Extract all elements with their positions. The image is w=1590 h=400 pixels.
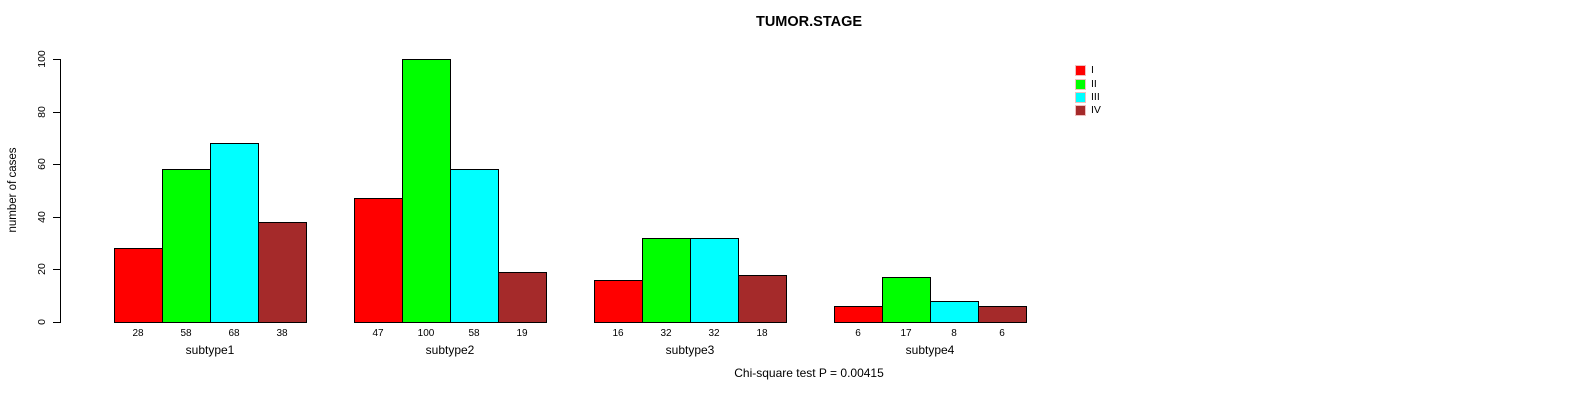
bar-subtype3-stage-IV (738, 274, 787, 323)
bar-subtype4-stage-III (930, 300, 979, 323)
y-axis-label: number of cases (7, 147, 19, 233)
legend: I II III IV (1075, 64, 1101, 118)
annotation-text: Chi-square test P = 0.00415 (734, 366, 884, 380)
bar-subtype2-stage-III (450, 169, 499, 323)
legend-item-II: II (1075, 77, 1101, 90)
bar-value-label: 6 (855, 328, 861, 339)
bar-value-label: 32 (708, 328, 720, 339)
bar-value-label: 47 (372, 328, 384, 339)
category-label-subtype2: subtype2 (425, 343, 475, 357)
legend-swatch-II (1075, 78, 1086, 90)
y-axis-tick-label: 60 (36, 158, 48, 170)
bar-subtype1-stage-II (162, 169, 211, 323)
legend-label: III (1091, 90, 1100, 103)
bar-value-label: 16 (612, 328, 624, 339)
bar-value-label: 6 (999, 328, 1005, 339)
bar-subtype1-stage-IV (258, 222, 307, 323)
bar-subtype4-stage-IV (978, 306, 1027, 323)
y-axis-tick (53, 164, 60, 165)
y-axis-tick-label: 40 (36, 211, 48, 223)
y-axis-tick-label: 100 (36, 50, 48, 68)
bar-value-label: 38 (276, 328, 288, 339)
chart-title: TUMOR.STAGE (755, 14, 863, 30)
bar-subtype2-stage-I (354, 198, 403, 323)
y-axis-tick-label: 0 (36, 319, 48, 325)
y-axis-tick-label: 80 (36, 106, 48, 118)
y-axis-tick (53, 217, 60, 218)
bar-subtype2-stage-IV (498, 272, 547, 323)
legend-swatch-IV (1075, 105, 1086, 117)
y-axis-tick-label: 20 (36, 263, 48, 275)
bar-value-label: 100 (417, 328, 435, 339)
legend-swatch-III (1075, 91, 1086, 103)
bar-value-label: 19 (516, 328, 528, 339)
bar-subtype4-stage-II (882, 277, 931, 323)
bar-value-label: 18 (756, 328, 768, 339)
legend-label: II (1091, 77, 1097, 90)
legend-label: IV (1091, 104, 1101, 117)
bar-subtype2-stage-II (402, 59, 451, 323)
bar-value-label: 8 (951, 328, 957, 339)
bar-value-label: 28 (132, 328, 144, 339)
y-axis-tick (53, 112, 60, 113)
y-axis-tick (53, 269, 60, 270)
bar-subtype1-stage-I (114, 248, 163, 323)
bar-subtype3-stage-III (690, 237, 739, 323)
category-label-subtype1: subtype1 (185, 343, 235, 357)
bar-value-label: 17 (900, 328, 912, 339)
y-axis-tick (53, 59, 60, 60)
legend-label: I (1091, 64, 1094, 77)
bar-subtype3-stage-II (642, 237, 691, 323)
bar-value-label: 68 (228, 328, 240, 339)
category-label-subtype3: subtype3 (665, 343, 715, 357)
legend-swatch-I (1075, 65, 1086, 77)
legend-item-IV: IV (1075, 104, 1101, 117)
bar-subtype3-stage-I (594, 279, 643, 323)
y-axis-line (60, 59, 61, 323)
y-axis-tick (53, 322, 60, 323)
bar-value-label: 32 (660, 328, 672, 339)
category-label-subtype4: subtype4 (905, 343, 955, 357)
legend-item-III: III (1075, 91, 1101, 104)
legend-item-I: I (1075, 64, 1101, 77)
bar-value-label: 58 (180, 328, 192, 339)
bar-subtype1-stage-III (210, 143, 259, 323)
bar-value-label: 58 (468, 328, 480, 339)
bar-subtype4-stage-I (834, 306, 883, 323)
